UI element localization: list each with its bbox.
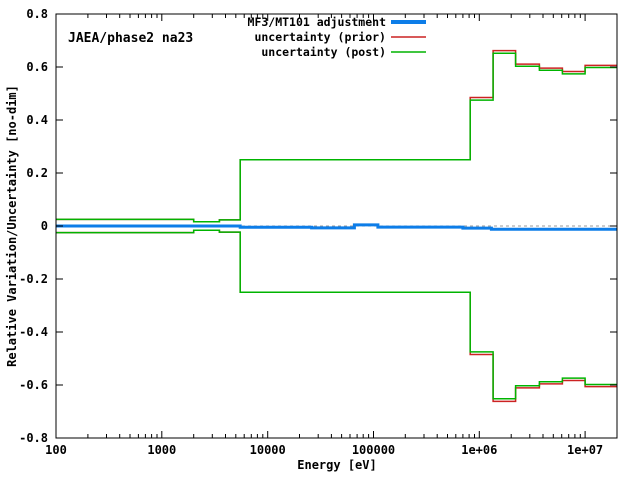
y-tick-label: 0.6 bbox=[26, 60, 48, 74]
x-tick-label: 10000 bbox=[250, 443, 286, 457]
x-axis-tick-labels: 100 1000 10000 100000 1e+06 1e+07 bbox=[45, 443, 603, 457]
legend-label-post: uncertainty (post) bbox=[261, 45, 386, 59]
y-tick-label: 0.4 bbox=[26, 113, 48, 127]
legend: MF3/MT101 adjustment uncertainty (prior)… bbox=[248, 15, 426, 59]
y-tick-label: -0.6 bbox=[19, 378, 48, 392]
y-axis-title: Relative Variation/Uncertainty [no-dim] bbox=[5, 85, 19, 367]
y-axis-tick-labels: 0.8 0.6 0.4 0.2 0 -0.2 -0.4 -0.6 -0.8 bbox=[19, 7, 48, 445]
x-tick-label: 100 bbox=[45, 443, 67, 457]
y-tick-label: -0.2 bbox=[19, 272, 48, 286]
series-curve-upper bbox=[56, 52, 617, 223]
series-curve-upper bbox=[56, 223, 617, 231]
legend-entry-post: uncertainty (post) bbox=[261, 45, 426, 59]
series-curve-upper bbox=[56, 49, 617, 223]
y-tick-label: 0.2 bbox=[26, 166, 48, 180]
legend-label-adjustment: MF3/MT101 adjustment bbox=[248, 15, 387, 29]
legend-entry-prior: uncertainty (prior) bbox=[254, 30, 426, 44]
legend-entry-adjustment: MF3/MT101 adjustment bbox=[248, 15, 426, 29]
x-axis-title: Energy [eV] bbox=[297, 458, 376, 472]
x-tick-label: 1000 bbox=[147, 443, 176, 457]
x-tick-label: 1e+06 bbox=[461, 443, 497, 457]
series-adjustment bbox=[56, 223, 617, 231]
y-tick-label: -0.8 bbox=[19, 431, 48, 445]
x-tick-label: 1e+07 bbox=[567, 443, 603, 457]
series-uncertainty-post bbox=[56, 52, 617, 400]
series-curve-lower bbox=[56, 229, 617, 403]
y-tick-label: -0.4 bbox=[19, 325, 48, 339]
axis-ticks-layer bbox=[55, 13, 617, 439]
annotation-label: JAEA/phase2 na23 bbox=[68, 31, 193, 46]
legend-label-prior: uncertainty (prior) bbox=[254, 30, 386, 44]
y-tick-label: 0 bbox=[41, 219, 48, 233]
data-series-layer bbox=[56, 49, 617, 403]
series-curve-lower bbox=[56, 229, 617, 400]
y-tick-label: 0.8 bbox=[26, 7, 48, 21]
x-tick-label: 100000 bbox=[352, 443, 395, 457]
